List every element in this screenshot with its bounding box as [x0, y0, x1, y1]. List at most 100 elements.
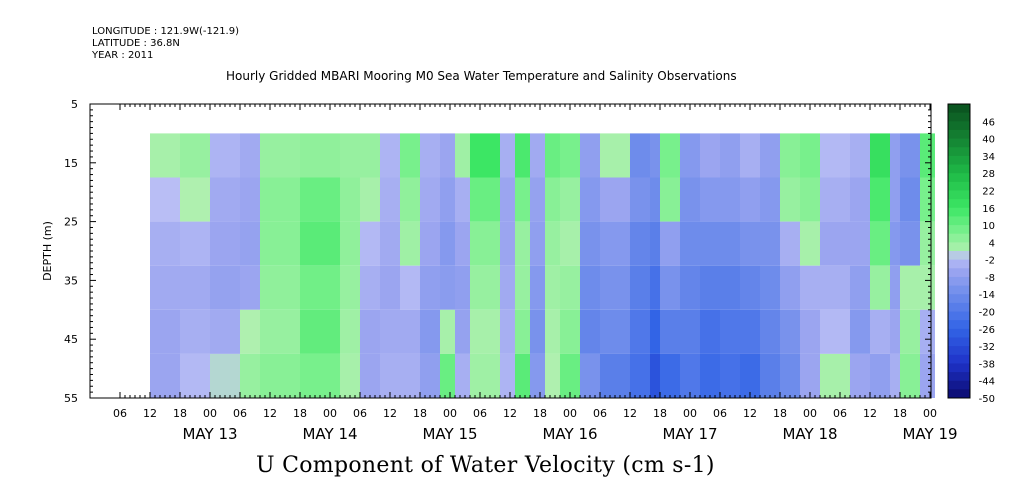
heatmap-cell: [600, 221, 630, 266]
heatmap-cell: [210, 353, 240, 398]
colorbar-swatch: [948, 268, 970, 278]
colorbar-swatch: [948, 251, 970, 261]
heatmap-cell: [600, 265, 630, 310]
heatmap-cell: [580, 133, 600, 178]
heatmap-cell: [260, 265, 300, 310]
colorbar-swatch: [948, 121, 970, 131]
heatmap-cell: [630, 221, 650, 266]
heatmap-cell: [180, 309, 210, 354]
heatmap-cell: [560, 309, 580, 354]
heatmap-cell: [600, 309, 630, 354]
heatmap-cell: [300, 133, 340, 178]
heatmap-cell: [380, 133, 400, 178]
y-tick-label: 45: [64, 333, 78, 346]
heatmap-cell: [340, 353, 360, 398]
heatmap-cell: [455, 177, 470, 222]
heatmap-cell: [800, 177, 820, 222]
heatmap-cell: [400, 133, 420, 178]
heatmap-cell: [580, 177, 600, 222]
heatmap-cell: [800, 133, 820, 178]
x-day-label: MAY 16: [542, 425, 597, 443]
heatmap-cell: [850, 133, 870, 178]
x-hour-label: 00: [443, 407, 457, 420]
heatmap-cell: [650, 133, 660, 178]
x-hour-label: 06: [113, 407, 127, 420]
heatmap-cell: [760, 353, 780, 398]
x-day-label: MAY 15: [422, 425, 477, 443]
colorbar-swatch: [948, 276, 970, 287]
colorbar-swatch: [948, 147, 970, 157]
heatmap-cell: [260, 177, 300, 222]
heatmap-cell: [600, 353, 630, 398]
heatmap-cell: [340, 177, 360, 222]
heatmap-cell: [580, 221, 600, 266]
heatmap-cell: [380, 265, 400, 310]
heatmap-cell: [150, 221, 180, 266]
heatmap-cell: [660, 177, 680, 222]
colorbar-label: -32: [979, 342, 995, 353]
heatmap-cell: [800, 353, 820, 398]
colorbar-swatch: [948, 104, 970, 114]
heatmap-cell: [420, 265, 440, 310]
longitude-label: LONGITUDE : 121.9W(-121.9): [92, 26, 239, 37]
heatmap-cell: [630, 353, 650, 398]
heatmap-cell: [545, 265, 560, 310]
heatmap-cell: [850, 353, 870, 398]
heatmap-cell: [700, 265, 720, 310]
heatmap-cell: [210, 177, 240, 222]
heatmap-cell: [545, 133, 560, 178]
heatmap-cell: [240, 221, 260, 266]
heatmap-cell: [515, 265, 530, 310]
colorbar-swatch: [948, 337, 970, 347]
heatmap-cell: [800, 265, 820, 310]
heatmap-cell: [500, 221, 515, 266]
heatmap-cell: [780, 353, 800, 398]
x-hour-label: 00: [323, 407, 337, 420]
heatmap-cell: [530, 133, 545, 178]
heatmap-cell: [545, 353, 560, 398]
heatmap-cell: [920, 221, 935, 266]
heatmap-cell: [600, 133, 630, 178]
heatmap-cell: [530, 309, 545, 354]
x-hour-label: 12: [503, 407, 517, 420]
colorbar-label: -20: [979, 308, 995, 319]
heatmap-cell: [560, 265, 580, 310]
heatmap-cell: [515, 133, 530, 178]
colorbar-label: -2: [985, 256, 995, 267]
heatmap-cell: [650, 177, 660, 222]
heatmap-cell: [920, 309, 935, 354]
colorbar-swatch: [948, 328, 970, 338]
heatmap-cell: [420, 221, 440, 266]
x-hour-label: 06: [233, 407, 247, 420]
colorbar-label: 4: [989, 238, 995, 249]
heatmap-cell: [920, 265, 935, 310]
heatmap-cell: [760, 133, 780, 178]
heatmap-cell: [180, 221, 210, 266]
heatmap-cell: [180, 177, 210, 222]
y-tick-label: 35: [64, 274, 78, 287]
x-hour-label: 18: [533, 407, 547, 420]
colorbar-swatch: [948, 155, 970, 166]
x-hour-label: 00: [203, 407, 217, 420]
x-day-label: MAY 18: [782, 425, 837, 443]
heatmap-cell: [890, 177, 900, 222]
heatmap-cell: [900, 133, 920, 178]
heatmap-cell: [500, 133, 515, 178]
heatmap-cell: [455, 309, 470, 354]
heatmap-cell: [890, 265, 900, 310]
x-hour-label: 18: [413, 407, 427, 420]
heatmap-cell: [580, 353, 600, 398]
heatmap-cell: [260, 309, 300, 354]
heatmap-cell: [150, 177, 180, 222]
heatmap-cell: [680, 265, 700, 310]
x-day-label: MAY 19: [902, 425, 957, 443]
heatmap-cell: [660, 265, 680, 310]
colorbar-swatch: [948, 354, 970, 364]
heatmap-cell: [780, 309, 800, 354]
heatmap-cell: [400, 309, 420, 354]
heatmap-cell: [440, 353, 455, 398]
x-hour-label: 12: [383, 407, 397, 420]
heatmap-cell: [455, 221, 470, 266]
heatmap-cell: [240, 133, 260, 178]
colorbar-swatch: [948, 380, 970, 390]
